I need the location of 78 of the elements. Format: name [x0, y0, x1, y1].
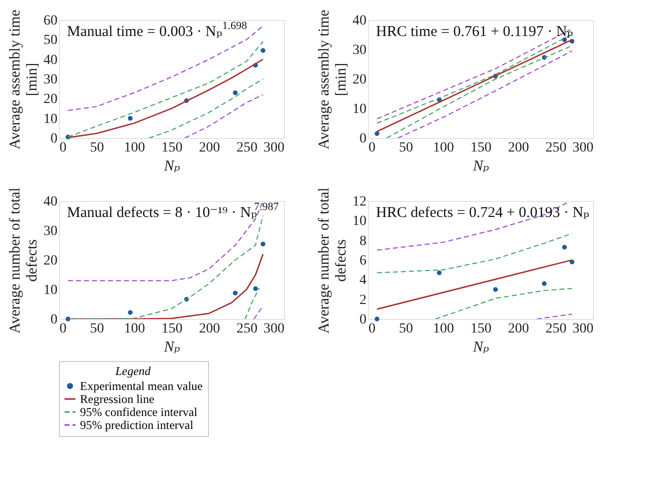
- point: [232, 290, 238, 296]
- y-tick-label: 40: [352, 14, 366, 28]
- x-tick-label: 50: [399, 140, 413, 156]
- x-axis-title: Nₚ: [162, 340, 180, 356]
- x-axis-title: Nₚ: [162, 158, 180, 174]
- point: [232, 90, 238, 96]
- y-tick-label: 10: [352, 214, 366, 230]
- y-tick-label: 50: [44, 33, 58, 48]
- x-tick-label: 250: [546, 322, 566, 336]
- y-axis-title: Average assembly time [min]: [316, 9, 350, 150]
- y-tick-label: 40: [44, 52, 58, 68]
- y-tick-label: 10: [44, 283, 58, 298]
- y-tick-label: 30: [44, 224, 58, 239]
- x-axis-title: Nₚ: [472, 340, 490, 356]
- line-series: [184, 94, 264, 138]
- y-tick-label: 30: [44, 72, 58, 88]
- y-tick-label: 4: [360, 273, 366, 288]
- point: [260, 48, 266, 53]
- legend-label: Regression line: [80, 392, 154, 406]
- point: [493, 287, 498, 292]
- y-tick-label: 12: [352, 194, 366, 210]
- point: [260, 242, 266, 246]
- point: [562, 244, 567, 250]
- x-tick-label: 250: [546, 140, 566, 156]
- y-tick-label: 8: [360, 234, 366, 249]
- x-tick-label: 200: [199, 140, 220, 156]
- y-tick-label: 20: [44, 254, 58, 268]
- x-tick-label: 300: [572, 140, 594, 156]
- x-tick-label: 250: [236, 322, 258, 336]
- y-axis-title: Average number of total defects: [316, 188, 350, 334]
- x-tick-label: 100: [124, 322, 145, 336]
- point: [128, 310, 133, 315]
- y-tick-label: 2: [360, 292, 366, 308]
- legend-label: 95% prediction interval: [80, 418, 194, 432]
- x-tick-label: 50: [90, 140, 104, 156]
- x-tick-label: 300: [264, 140, 284, 156]
- y-tick-label: 20: [352, 72, 366, 88]
- x-tick-label: 250: [236, 140, 258, 156]
- point: [374, 316, 380, 322]
- line-series: [376, 202, 568, 251]
- line-series: [435, 288, 572, 319]
- y-tick-label: 20: [44, 92, 58, 108]
- x-axis-title: Nₚ: [472, 158, 490, 174]
- x-tick-label: 150: [470, 140, 492, 156]
- point: [374, 131, 380, 136]
- y-axis-title: Average number of total defects: [8, 188, 40, 334]
- y-tick-label: 10: [44, 112, 58, 127]
- x-tick-label: 50: [90, 322, 104, 336]
- y-tick-label: 40: [44, 194, 58, 210]
- y-tick-label: 30: [352, 43, 366, 58]
- y-tick-label: 10: [352, 102, 366, 117]
- line-series: [67, 58, 264, 138]
- point: [128, 116, 133, 121]
- x-tick-label: 200: [508, 322, 529, 336]
- y-axis-title: Average assembly time [min]: [8, 9, 40, 150]
- chart-title: HRC defects = 0.724 + 0.0193 · Nₚ: [376, 205, 590, 221]
- x-tick-label: 200: [199, 322, 220, 336]
- x-tick-label: 100: [433, 322, 454, 336]
- x-tick-label: 150: [470, 322, 492, 336]
- x-tick-label: 200: [508, 140, 529, 156]
- point: [436, 270, 442, 276]
- x-tick-label: 50: [399, 322, 413, 336]
- x-tick-label: 300: [572, 322, 594, 336]
- legend-title: Legend: [114, 364, 152, 378]
- point: [66, 316, 70, 322]
- legend-label: 95% confidence interval: [80, 405, 198, 419]
- x-tick-label: 150: [162, 322, 182, 336]
- point: [542, 281, 547, 286]
- x-tick-label: 100: [433, 140, 454, 156]
- y-tick-label: 6: [360, 254, 366, 268]
- x-tick-label: 300: [264, 322, 284, 336]
- legend-label: Experimental mean value: [80, 379, 203, 393]
- chart-title: HRC time = 0.761 + 0.1197 · Nₚ: [376, 24, 573, 40]
- y-tick-label: 60: [44, 14, 58, 28]
- x-tick-label: 100: [124, 140, 145, 156]
- x-tick-label: 150: [162, 140, 182, 156]
- line-series: [148, 78, 264, 138]
- point: [253, 286, 258, 291]
